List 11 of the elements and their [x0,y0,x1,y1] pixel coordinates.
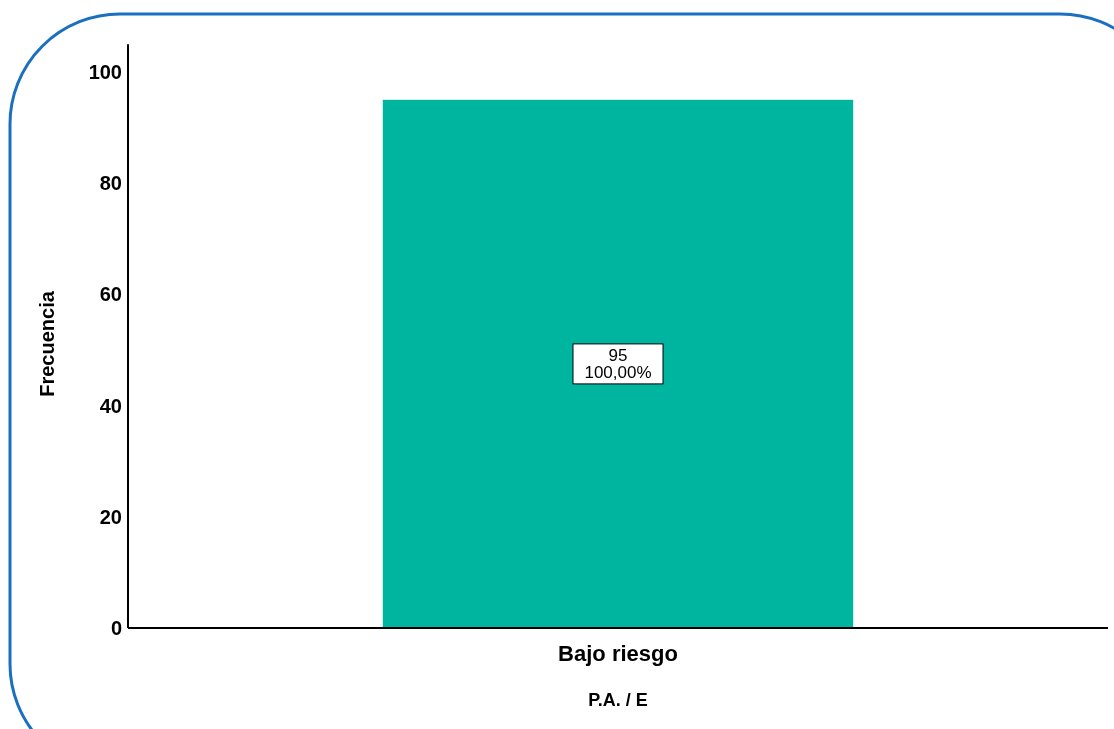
x-tick-label: Bajo riesgo [558,640,678,666]
y-tick-label: 20 [99,505,122,528]
y-axis-title: Frecuencia [36,290,58,397]
y-tick-label: 60 [99,283,122,306]
y-tick-label: 100 [88,61,122,83]
y-tick-label: 0 [110,617,122,639]
y-tick-label: 80 [99,172,122,195]
y-tick-label: 40 [99,394,122,417]
data-label: 95 [608,346,628,366]
x-axis-title: P.A. / E [588,690,648,711]
annotation: 100,00% [584,363,652,383]
